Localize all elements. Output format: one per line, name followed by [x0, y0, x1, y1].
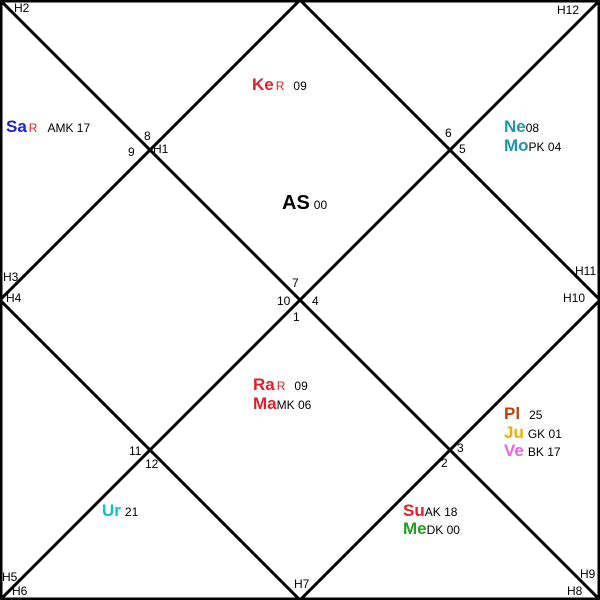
- house-label-h11: H11: [575, 264, 597, 278]
- planet-abbr: Su: [403, 501, 425, 520]
- ascendant-abbr: AS: [282, 192, 310, 214]
- planet-abbr: Mo: [504, 136, 529, 155]
- planet-saturn: Sa R AMK 17: [6, 118, 90, 136]
- planet-moon: MoPK 04: [504, 137, 561, 155]
- planet-details: AMK 17: [47, 121, 91, 135]
- planet-abbr: Sa: [6, 117, 27, 136]
- planet-details: PK 04: [528, 140, 562, 154]
- planet-degree: 09: [294, 379, 308, 393]
- planet-neptune: Ne08: [504, 118, 539, 136]
- planet-abbr: Me: [403, 519, 427, 538]
- planet-degree: 08: [525, 121, 540, 135]
- ascendant-degree: 00: [313, 198, 328, 212]
- sign-number-1: 1: [293, 310, 300, 324]
- sign-number-7: 7: [292, 276, 299, 290]
- sign-number-8: 8: [144, 129, 151, 143]
- planet-degree: 09: [293, 79, 307, 93]
- house-label-h4: H4: [6, 291, 22, 305]
- planet-abbr: Pl: [504, 404, 521, 423]
- sign-number-3: 3: [457, 441, 464, 455]
- house-label-h8: H8: [567, 584, 583, 598]
- planet-jupiter: Ju GK 01: [504, 424, 562, 442]
- planet-venus: Ve BK 17: [504, 442, 561, 460]
- house-label-h9: H9: [580, 567, 596, 581]
- planet-abbr: Ra: [253, 375, 275, 394]
- planet-abbr: Ve: [504, 441, 524, 460]
- house-label-h10: H10: [563, 291, 586, 305]
- house-label-h5: H5: [2, 570, 18, 584]
- planet-details: AK 18: [424, 505, 458, 519]
- retrograde-marker: R: [275, 79, 285, 93]
- sign-number-5: 5: [459, 142, 466, 156]
- planet-sun: SuAK 18: [403, 502, 457, 520]
- sign-number-2: 2: [441, 456, 448, 470]
- planet-mercury: MeDK 00: [403, 520, 460, 538]
- house-label-h6: H6: [12, 584, 28, 598]
- planet-pluto: Pl 25: [504, 405, 542, 423]
- house-label-h1: H1: [153, 142, 169, 156]
- planet-uranus: Ur 21: [102, 502, 138, 520]
- sign-number-4: 4: [312, 294, 319, 308]
- planet-abbr: Ma: [253, 394, 277, 413]
- ascendant-marker: AS 00: [282, 193, 327, 213]
- planet-details: BK 17: [527, 445, 561, 459]
- sign-number-12: 12: [145, 457, 159, 471]
- planet-details: MK 06: [276, 398, 312, 412]
- planet-mars: MaMK 06: [253, 395, 311, 413]
- retrograde-marker: R: [276, 379, 286, 393]
- sign-number-9: 9: [128, 145, 135, 159]
- planet-degree: 21: [124, 505, 139, 519]
- planet-abbr: Ke: [252, 75, 274, 94]
- planet-details: DK 00: [426, 523, 460, 537]
- sign-number-10: 10: [277, 294, 291, 308]
- house-label-h12: H12: [557, 3, 580, 17]
- sign-number-6: 6: [445, 126, 452, 140]
- house-label-h3: H3: [3, 270, 19, 284]
- planet-degree: 25: [529, 408, 543, 422]
- planet-abbr: Ju: [504, 423, 524, 442]
- planet-details: GK 01: [527, 427, 562, 441]
- sign-number-11: 11: [129, 444, 142, 458]
- planet-ketu: Ke R 09: [252, 76, 307, 94]
- planet-rahu: Ra R 09: [253, 376, 308, 394]
- planet-abbr: Ne: [504, 117, 526, 136]
- planet-abbr: Ur: [102, 501, 121, 520]
- retrograde-marker: R: [28, 121, 38, 135]
- house-label-h2: H2: [14, 1, 30, 15]
- house-label-h7: H7: [294, 577, 310, 591]
